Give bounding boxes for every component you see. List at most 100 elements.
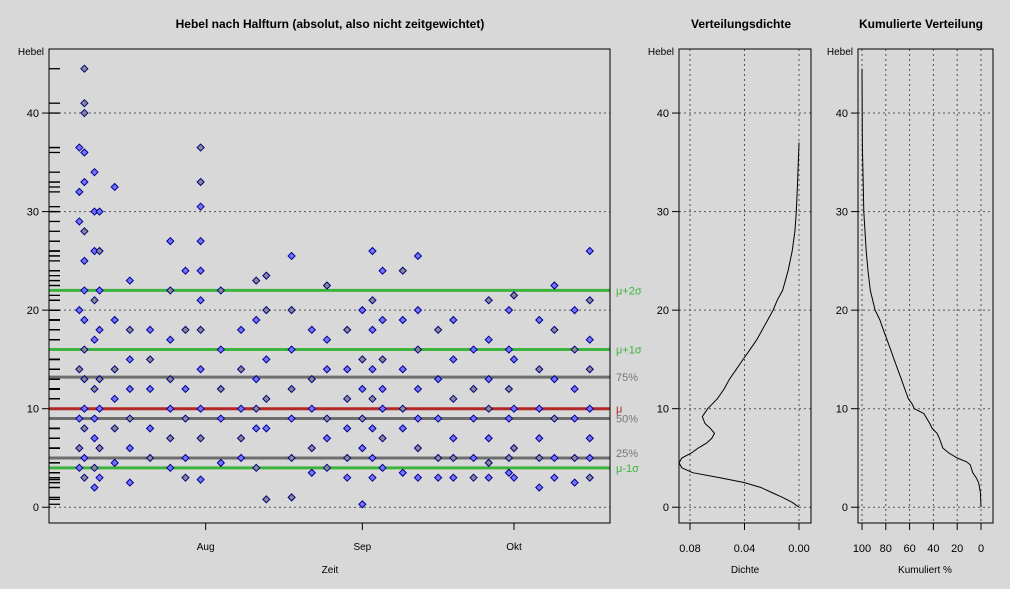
data-point [262,495,271,504]
x-tick-label: 0 [978,543,984,555]
cumulative-plot: 0 10 20 30 40 100 80 60 40 20 0 [836,48,994,555]
y-tick-label: 40 [836,108,848,120]
data-point [484,458,493,468]
x-tick-label: 40 [927,543,939,555]
data-point [287,384,296,394]
x-tick-label: Okt [506,542,522,553]
data-point [484,335,493,344]
data-point [433,374,443,384]
reference-line-label: 75% [616,372,638,384]
data-point [80,108,89,118]
data-point [585,335,594,344]
data-point [368,453,377,463]
data-point [449,355,458,364]
data-point [484,404,493,413]
data-point [262,271,271,280]
data-point [378,434,387,443]
data-point [504,414,514,423]
data-point [80,374,89,384]
data-point [378,463,387,473]
y-tick-label: 30 [657,207,669,219]
data-point [449,434,458,443]
data-point [80,286,89,295]
data-point [110,315,119,325]
data-point [110,458,119,468]
data-point [125,276,135,285]
data-point [535,483,544,492]
data-point [585,404,594,413]
data-point [484,434,493,443]
data-point [570,384,579,394]
data-point [322,414,332,423]
data-point [75,463,84,473]
data-point [262,424,271,433]
data-point [535,315,544,325]
data-point [90,384,99,394]
data-point [75,217,84,226]
x-tick-label: 80 [880,543,892,555]
data-point [181,266,190,275]
data-point [368,473,377,482]
data-point [570,414,579,423]
data-point [322,281,332,290]
data-point [196,475,205,484]
plot-frame [857,48,994,524]
data-point [95,325,104,335]
data-point [342,325,352,335]
data-point [585,434,594,443]
y-tick-label: 20 [836,305,848,317]
data-point [196,266,205,275]
data-point [570,345,579,354]
density-plot: 0 10 20 30 40 0.08 0.04 0.00 [657,48,812,555]
data-point [413,305,423,315]
data-point [166,236,175,246]
data-point [90,463,99,473]
data-point [252,404,261,413]
y-tick-label: 20 [27,305,39,317]
data-point [469,345,478,354]
x-tick-label: 0.08 [679,543,700,555]
data-point [287,251,296,261]
data-point [125,325,135,335]
data-point [125,414,135,423]
data-point [550,414,559,423]
data-point [307,443,317,453]
data-point [95,286,104,295]
data-point [252,424,261,433]
data-point [95,473,104,482]
reference-line-label: μ+1σ [616,345,642,357]
data-point [90,296,99,305]
data-point [110,424,119,433]
cumulative-x-label: Kumuliert % [898,565,952,576]
data-point [509,355,519,364]
data-point [433,453,443,463]
data-point [449,394,458,404]
data-point [196,177,205,187]
x-tick-label: Sep [353,542,371,553]
data-point [449,453,458,463]
y-tick-label: 30 [836,207,848,219]
data-point [166,286,175,295]
data-point [166,434,175,443]
data-point [287,493,296,502]
data-point [80,256,89,266]
reference-line-label: μ [616,404,622,416]
data-point [181,473,190,482]
data-point [262,305,271,315]
data-point [368,246,377,256]
data-point [262,394,271,404]
data-point [358,443,367,453]
data-point [110,365,119,374]
density-y-label: Hebel [648,47,674,58]
data-point [80,473,89,482]
data-point [504,468,514,477]
data-point [398,266,407,275]
data-point [181,414,190,423]
data-point [550,325,559,335]
data-point [196,296,205,305]
data-point [196,202,205,211]
data-point [75,365,84,374]
reference-line-label: μ+2σ [616,285,642,297]
data-point [181,384,190,394]
data-point [196,325,205,335]
